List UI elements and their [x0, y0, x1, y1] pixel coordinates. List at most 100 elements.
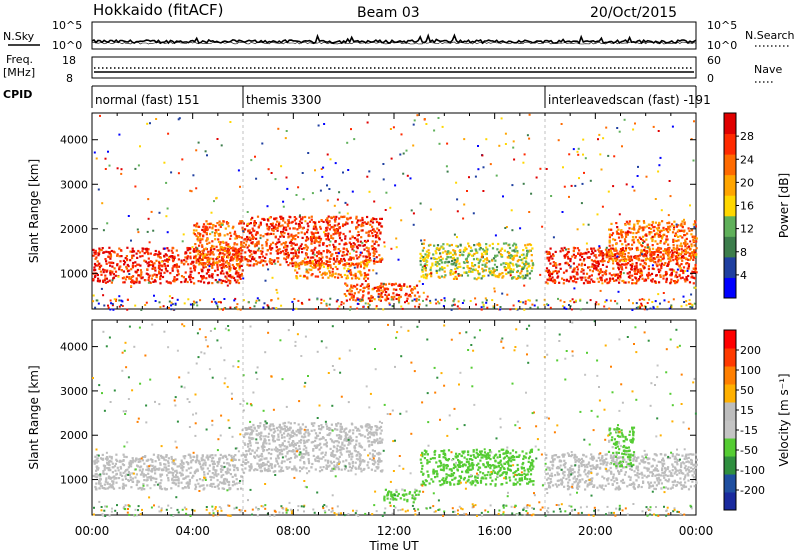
- data-cell: [276, 226, 279, 230]
- data-cell: [452, 277, 456, 280]
- data-cell: [298, 262, 301, 265]
- data-cell: [93, 251, 96, 254]
- data-cell: [237, 271, 240, 274]
- data-cell: [572, 262, 575, 265]
- data-cell: [298, 470, 302, 473]
- scatter-cell: [108, 164, 111, 167]
- scatter-cell: [636, 175, 639, 177]
- data-cell: [308, 470, 311, 473]
- scatter-cell: [667, 255, 670, 258]
- data-cell: [146, 468, 149, 471]
- data-cell: [371, 234, 374, 238]
- data-cell: [366, 215, 369, 219]
- data-cell: [627, 262, 630, 265]
- data-cell: [685, 237, 688, 240]
- data-cell: [240, 241, 243, 244]
- data-cell: [284, 252, 288, 256]
- scatter-cell: [652, 305, 655, 308]
- data-cell: [408, 293, 411, 296]
- data-cell: [250, 231, 253, 234]
- data-cell: [202, 262, 205, 265]
- scatter-cell: [360, 261, 363, 264]
- data-cell: [159, 277, 162, 281]
- scatter-cell: [430, 272, 433, 275]
- data-cell: [599, 269, 602, 272]
- data-cell: [637, 268, 640, 271]
- data-cell: [457, 265, 460, 268]
- data-cell: [619, 254, 622, 257]
- data-cell: [367, 461, 370, 464]
- data-cell: [345, 299, 348, 302]
- data-cell: [505, 262, 508, 265]
- data-cell: [294, 262, 297, 265]
- data-cell: [501, 272, 504, 275]
- scatter-cell: [215, 302, 218, 305]
- data-cell: [290, 435, 293, 438]
- data-cell: [369, 259, 372, 262]
- scatter-cell: [546, 303, 549, 306]
- data-cell: [154, 266, 157, 269]
- scatter-cell: [612, 260, 615, 263]
- data-cell: [659, 241, 662, 244]
- data-cell: [593, 267, 596, 270]
- scatter-cell: [484, 297, 487, 300]
- data-cell: [622, 253, 625, 256]
- data-cell: [137, 487, 140, 490]
- scatter-cell: [117, 275, 120, 278]
- data-cell: [198, 232, 201, 236]
- scatter-cell: [195, 187, 198, 190]
- scatter-cell: [176, 298, 179, 301]
- data-cell: [517, 264, 520, 267]
- data-cell: [176, 274, 179, 277]
- data-cell: [363, 239, 367, 243]
- data-cell: [462, 250, 465, 253]
- data-cell: [152, 265, 155, 268]
- scatter-cell: [646, 308, 649, 311]
- data-cell: [201, 479, 204, 482]
- data-cell: [608, 272, 611, 275]
- scatter-cell: [104, 157, 107, 160]
- scatter-cell: [617, 290, 620, 293]
- data-cell: [213, 248, 216, 251]
- data-cell: [580, 278, 583, 281]
- scatter-cell: [373, 200, 376, 203]
- scatter-cell: [328, 307, 331, 310]
- data-cell: [220, 474, 223, 477]
- data-cell: [214, 232, 217, 235]
- data-cell: [201, 250, 204, 253]
- data-cell: [624, 281, 627, 284]
- data-cell: [332, 258, 335, 261]
- data-cell: [640, 259, 643, 262]
- data-cell: [581, 276, 584, 279]
- data-cell: [194, 485, 198, 489]
- data-cell: [365, 241, 368, 244]
- data-cell: [264, 427, 267, 430]
- data-cell: [455, 262, 458, 266]
- data-cell: [242, 241, 245, 244]
- data-cell: [384, 287, 387, 290]
- data-cell: [673, 251, 676, 254]
- data-cell: [105, 270, 108, 273]
- data-cell: [125, 255, 128, 258]
- data-cell: [692, 258, 695, 261]
- data-cell: [176, 479, 179, 482]
- data-cell: [278, 248, 281, 251]
- data-cell: [227, 256, 230, 259]
- scatter-cell: [628, 299, 630, 302]
- scatter-cell: [598, 245, 601, 248]
- scatter-cell: [656, 305, 659, 308]
- data-cell: [600, 250, 603, 253]
- data-cell: [195, 470, 198, 473]
- data-cell: [416, 291, 419, 294]
- scatter-cell: [683, 270, 686, 273]
- data-cell: [173, 255, 176, 258]
- data-cell: [265, 241, 268, 244]
- data-cell: [359, 272, 362, 275]
- data-cell: [626, 230, 630, 233]
- data-cell: [636, 239, 640, 242]
- data-cell: [567, 250, 570, 254]
- data-cell: [108, 261, 111, 264]
- data-cell: [524, 264, 527, 267]
- data-cell: [219, 243, 222, 246]
- data-cell: [248, 229, 251, 232]
